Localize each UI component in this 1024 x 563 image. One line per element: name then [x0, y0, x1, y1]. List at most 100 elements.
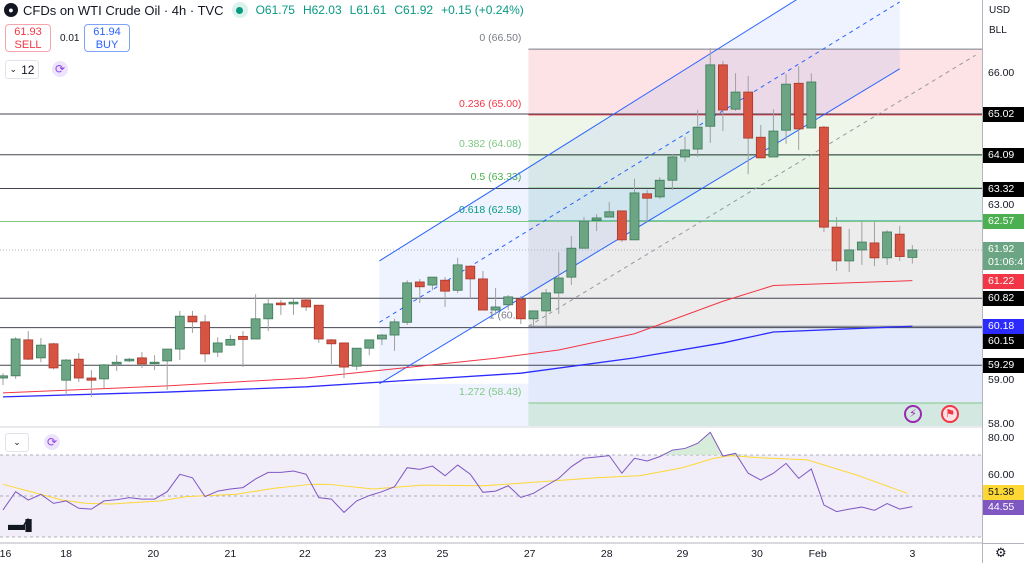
channel-median-line	[379, 1, 900, 323]
unit-label[interactable]: BLL	[989, 25, 1007, 36]
price-line-badge: 60.82	[983, 291, 1024, 307]
candle-up	[692, 126, 703, 150]
time-axis-label: 16	[0, 548, 12, 560]
time-axis-label: 28	[600, 548, 613, 560]
trend-line	[528, 54, 976, 327]
candle-up	[528, 310, 539, 320]
tradingview-logo-icon[interactable]: ▬⁄▮	[8, 515, 33, 534]
fib-zone-fill	[528, 155, 982, 189]
candle-up	[844, 249, 855, 262]
price-pane[interactable]: 0 (66.50)0.236 (65.00)0.382 (64.08)0.5 (…	[0, 0, 982, 426]
time-axis-label: 30	[751, 548, 763, 560]
candle-down	[313, 304, 324, 340]
spread-value: 0.01	[60, 33, 80, 44]
fib-zone-fill	[528, 188, 982, 222]
time-axis-label: 21	[224, 548, 237, 560]
candle-down	[414, 281, 425, 288]
candle-up	[654, 179, 665, 198]
candle-up	[781, 83, 791, 131]
price-line-badge: 59.29	[983, 358, 1024, 374]
candle-up	[730, 91, 741, 110]
moving-average-slow	[2, 325, 913, 398]
symbol-header: ● CFDs on WTI Crude Oil · 4h · TVC O61.7…	[4, 2, 532, 18]
lightning-event-icon[interactable]: ⚡	[904, 405, 922, 423]
market-open-dot-icon	[231, 2, 248, 18]
settings-gear-icon[interactable]: ⚙	[995, 545, 1007, 560]
fib-zone-fill	[528, 49, 982, 115]
ohlc-change: +0.15 (+0.24%)	[441, 3, 524, 17]
time-axis-label: 22	[299, 548, 311, 560]
fib-level-label: 0.236 (65.00)	[459, 98, 521, 110]
candle-up	[667, 156, 678, 181]
sell-button[interactable]: 61.93 SELL	[5, 24, 51, 52]
candle-up	[402, 282, 413, 323]
sell-label: SELL	[14, 39, 42, 51]
time-axis-label: 23	[374, 548, 387, 560]
candle-down	[187, 315, 198, 323]
candle-up	[10, 338, 21, 377]
candle-up	[427, 276, 438, 286]
fib-zone-fill	[528, 114, 982, 156]
candle-up	[0, 375, 8, 379]
candle-up	[882, 231, 892, 259]
candle-up	[705, 64, 716, 127]
candle-down	[755, 136, 766, 159]
fib-zone-fill	[528, 326, 982, 404]
candle-down	[326, 339, 337, 345]
ohlc-low: L61.61	[349, 3, 387, 17]
candle-up	[288, 301, 299, 305]
buy-price: 61.94	[93, 26, 121, 38]
price-tick: 66.00	[988, 67, 1015, 79]
fib-level-label: 1.272 (58.43)	[459, 386, 521, 398]
ohlc-open: O61.75	[255, 3, 295, 17]
candle-up	[61, 359, 72, 381]
candle-up	[389, 321, 400, 336]
chevron-down-icon: ⌄	[13, 437, 21, 447]
indicators-toggle-button[interactable]: ⌄ 12	[5, 60, 39, 79]
candle-down	[465, 265, 476, 280]
candle-up	[99, 364, 109, 380]
ohlc-close: C61.92	[394, 3, 434, 17]
rsi-line	[2, 431, 913, 514]
symbol-title[interactable]: CFDs on WTI Crude Oil · 4h · TVC	[23, 2, 224, 18]
chevron-down-icon: ⌄	[9, 64, 18, 74]
candle-up	[856, 241, 867, 251]
candle-up	[604, 211, 615, 218]
us-flag-event-icon[interactable]: ⚑	[941, 405, 959, 423]
candle-up	[174, 315, 185, 350]
buy-button[interactable]: 61.94 BUY	[84, 24, 130, 52]
candle-up	[503, 296, 514, 306]
price-tick: 59.00	[988, 374, 1015, 387]
price-axis[interactable]: USD BLL 66.00 63.00 59.00 58.00 65.02 64.09 6…	[982, 0, 1024, 563]
time-axis-label: 27	[523, 548, 536, 560]
candle-down	[339, 342, 349, 368]
candle-up	[111, 361, 122, 365]
refresh-icon[interactable]: ⟳	[44, 434, 60, 450]
candle-up	[490, 306, 501, 311]
price-tick: 63.00	[988, 198, 1015, 211]
candle-down	[440, 279, 450, 292]
candle-up	[364, 339, 375, 349]
rsi-pane[interactable]	[0, 431, 982, 538]
candle-up	[149, 361, 160, 365]
candle-down	[718, 64, 728, 111]
candle-up	[162, 348, 173, 362]
candle-down	[275, 302, 286, 306]
rsi-ma-badge: 51.38	[983, 485, 1024, 500]
price-line-badge: 60.15	[983, 334, 1024, 350]
parallel-channel-fill	[379, 383, 529, 426]
buy-label: BUY	[95, 39, 119, 51]
candle-up	[263, 303, 274, 320]
chart-canvas[interactable]: 0 (66.50)0.236 (65.00)0.382 (64.08)0.5 (…	[0, 0, 982, 563]
last-price: 61.92	[988, 242, 1015, 255]
currency-label[interactable]: USD	[989, 5, 1011, 16]
rsi-collapse-button[interactable]: ⌄	[5, 433, 29, 452]
candle-down	[894, 233, 905, 257]
candle-up	[680, 149, 690, 158]
refresh-icon[interactable]: ⟳	[52, 61, 68, 77]
time-axis-label: 29	[676, 548, 689, 560]
candle-down	[743, 91, 754, 139]
candle-down	[238, 335, 248, 340]
fib-zone-fill	[528, 221, 982, 327]
candle-up	[579, 220, 589, 249]
